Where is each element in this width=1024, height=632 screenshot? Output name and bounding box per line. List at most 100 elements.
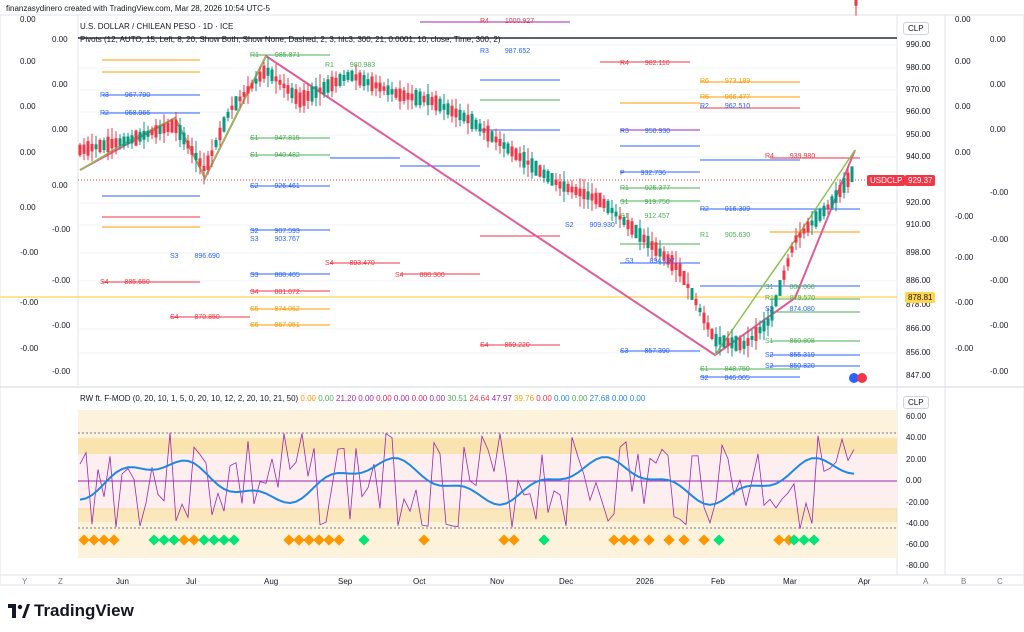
pivot-value: 925.377 [642, 185, 671, 192]
left-value: 0.00 [20, 57, 36, 66]
pivot-tier: P [620, 170, 625, 177]
month-label: Dec [559, 577, 574, 586]
pivot-tier: S3 [170, 253, 179, 260]
pivot-tier: S1 [250, 135, 259, 142]
axis-corner-label[interactable]: C [997, 577, 1003, 586]
pivot-label: S6 867.051 [250, 322, 300, 329]
oscillator-value: 0.00 [569, 394, 588, 403]
oscillator-tick: 0.00 [906, 476, 922, 485]
price-tick: 898.00 [906, 248, 931, 257]
zigzag-line-2 [714, 149, 856, 356]
month-label: Mar [783, 577, 797, 586]
tradingview-logo[interactable]: TradingView [8, 601, 134, 621]
pivot-label: R2 916.309 [700, 206, 750, 213]
pivot-tier: S3 [250, 236, 259, 243]
pivot-value: 973.189 [722, 78, 751, 85]
pivot-tier: R1 [765, 295, 774, 302]
right-value: -0.00 [990, 188, 1009, 197]
pivot-value: 967.790 [122, 92, 151, 99]
pivot-label: S2 907.593 [250, 228, 300, 235]
pivot-label: S2 909.930 [565, 222, 615, 229]
oscillator-canvas[interactable] [0, 388, 1024, 578]
pivot-value: 896.690 [192, 253, 220, 260]
pivot-tier: S2 [765, 306, 774, 313]
oscillator-tick: 20.00 [906, 455, 927, 464]
price-tick: 940.00 [906, 152, 931, 161]
pivot-label: S2 846.005 [700, 375, 750, 382]
pivots-legend[interactable]: Pivots (12, AUTO, 15, Left, 8, 20, Show … [80, 35, 501, 44]
pivot-value: 888.300 [417, 272, 445, 279]
axis-corner-label[interactable]: A [923, 577, 929, 586]
axis-corner-label[interactable]: B [961, 577, 967, 586]
oscillator-tick: -80.00 [906, 561, 929, 570]
pivot-tier: S1 [765, 338, 774, 345]
price-tick: 990.00 [906, 40, 931, 49]
right-value: 0.00 [990, 80, 1006, 89]
oscillator-legend[interactable]: RW ft. F-MOD (0, 20, 10, 1, 5, 0, 20, 10… [80, 394, 645, 403]
left-value: -0.00 [20, 344, 39, 353]
oscillator-value: 0.00 [356, 394, 374, 403]
pivot-tier: R5 [700, 94, 709, 101]
symbol-legend[interactable]: U.S. DOLLAR / CHILEAN PESO · 1D · ICE [80, 22, 234, 31]
currency-box-main[interactable]: CLP [903, 22, 929, 35]
pivot-label: R2 958.966 [100, 110, 150, 117]
oscillator-value: 0.00 [534, 394, 552, 403]
pivot-label: S1 947.815 [250, 135, 300, 142]
zigzag-line [79, 55, 267, 180]
pivot-tier: R2 [100, 110, 109, 117]
pivot-value: 860.808 [787, 338, 815, 345]
pivot-tier: R4 [480, 18, 489, 25]
oscillator-value: 0.00 [551, 394, 570, 403]
currency-box-osc[interactable]: CLP [903, 396, 929, 409]
pivot-tier: R6 [700, 78, 709, 85]
left-value: -0.00 [52, 321, 71, 330]
right-value: 0.00 [990, 35, 1006, 44]
price-tick: 920.00 [906, 198, 931, 207]
price-tick: 980.00 [906, 63, 931, 72]
tradingview-logo-icon [8, 604, 30, 618]
pivot-tier: S1 [700, 366, 709, 373]
pivot-label: S4 885.650 [100, 279, 150, 286]
oscillator-value: 0.00 [300, 394, 316, 403]
price-tick: 878.00 [906, 300, 931, 309]
pivot-value: 881.072 [272, 289, 300, 296]
flag-icon[interactable] [848, 372, 874, 384]
pivot-tier: S4 [100, 279, 109, 286]
pivot-tier: R4 [620, 60, 629, 67]
axis-corner-label[interactable]: Y [22, 577, 28, 586]
month-label: Jul [186, 577, 197, 586]
left-value: 0.00 [20, 203, 36, 212]
oscillator-lines [79, 432, 855, 529]
right-value: -0.00 [955, 253, 974, 262]
pivot-label: S4 859.220 [480, 342, 530, 349]
month-label: Sep [338, 577, 353, 586]
price-tick: 910.00 [906, 220, 931, 229]
oscillator-legend-values: 0.00 0.00 21.20 0.00 0.00 0.00 0.00 0.00… [300, 394, 645, 403]
axis-corner-label[interactable]: Z [58, 577, 63, 586]
pivot-label: R1 925.377 [620, 185, 670, 192]
oscillator-tick: -60.00 [906, 540, 929, 549]
pivot-label: R5 966.477 [700, 94, 750, 101]
pivot-label: S4 893.470 [325, 260, 375, 267]
right-value: -0.00 [955, 212, 974, 221]
pivot-tier: R2 [700, 103, 709, 110]
pivot-label: R4 939.980 [765, 153, 815, 160]
pivot-label: S3 896.690 [170, 253, 220, 260]
right-value: -0.00 [990, 235, 1009, 244]
oscillator-tick: 60.00 [906, 412, 927, 421]
pivot-label: S2 855.319 [765, 352, 815, 359]
pivot-value: 885.650 [122, 279, 150, 286]
pivot-value: 884.068 [787, 284, 815, 291]
chart-creator-info: finanzasydinero created with TradingView… [6, 4, 270, 13]
oscillator-value: 21.20 [333, 394, 357, 403]
pivot-tier: S1 [620, 199, 629, 206]
pivot-label: S5 874.062 [250, 306, 300, 313]
pivot-tier: R1 [325, 62, 334, 69]
left-value: -0.00 [20, 298, 39, 307]
left-value: -0.00 [52, 276, 71, 285]
oscillator-value: 0.00 [427, 394, 446, 403]
pivot-label: R3 967.790 [100, 92, 150, 99]
pivot-label: S3 903.767 [250, 236, 300, 243]
right-value: 0.00 [990, 125, 1006, 134]
